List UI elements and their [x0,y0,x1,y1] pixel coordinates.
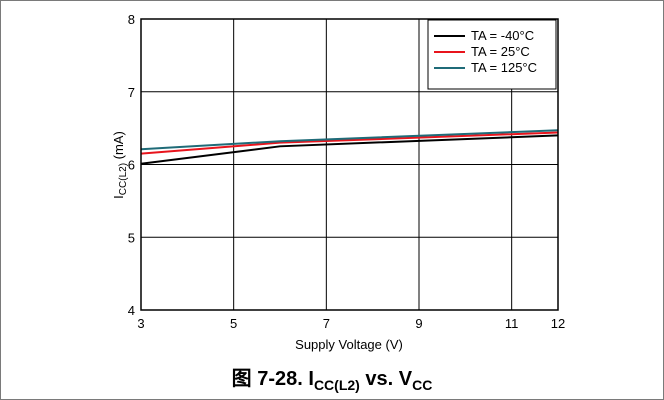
y-tick-label: 8 [128,12,135,27]
series-line-2 [140,129,559,151]
series-line-1 [140,131,559,155]
y-tick-label: 6 [128,158,135,173]
plot-border [140,18,559,311]
x-axis-label: Supply Voltage (V) [295,337,403,352]
legend: TA = -40°CTA = 25°CTA = 125°C [427,19,557,90]
y-tick-labels: 4 5 6 7 8 [128,12,135,318]
x-tick-label: 3 [137,316,144,331]
legend-label-2: TA = 125°C [471,60,537,75]
legend-box [427,19,557,90]
y-tick-label: 4 [128,303,135,318]
y-tick-label: 7 [128,85,135,100]
figure-caption: 图 7-28. ICC(L2) vs. VCC [232,367,433,393]
x-tick-labels: 3 5 7 9 11 12 [137,316,565,331]
legend-label-1: TA = 25°C [471,44,530,59]
legend-label-0: TA = -40°C [471,28,534,43]
x-tick-label: 7 [323,316,330,331]
x-tick-label: 9 [415,316,422,331]
y-tick-label: 5 [128,230,135,245]
series-line-0 [140,134,559,165]
y-axis-label: ICC(L2) (mA) [111,131,129,199]
grid [141,19,558,310]
x-tick-label: 11 [505,316,519,331]
x-tick-label: 12 [551,316,565,331]
series-layer [140,129,559,165]
x-tick-label: 5 [230,316,237,331]
